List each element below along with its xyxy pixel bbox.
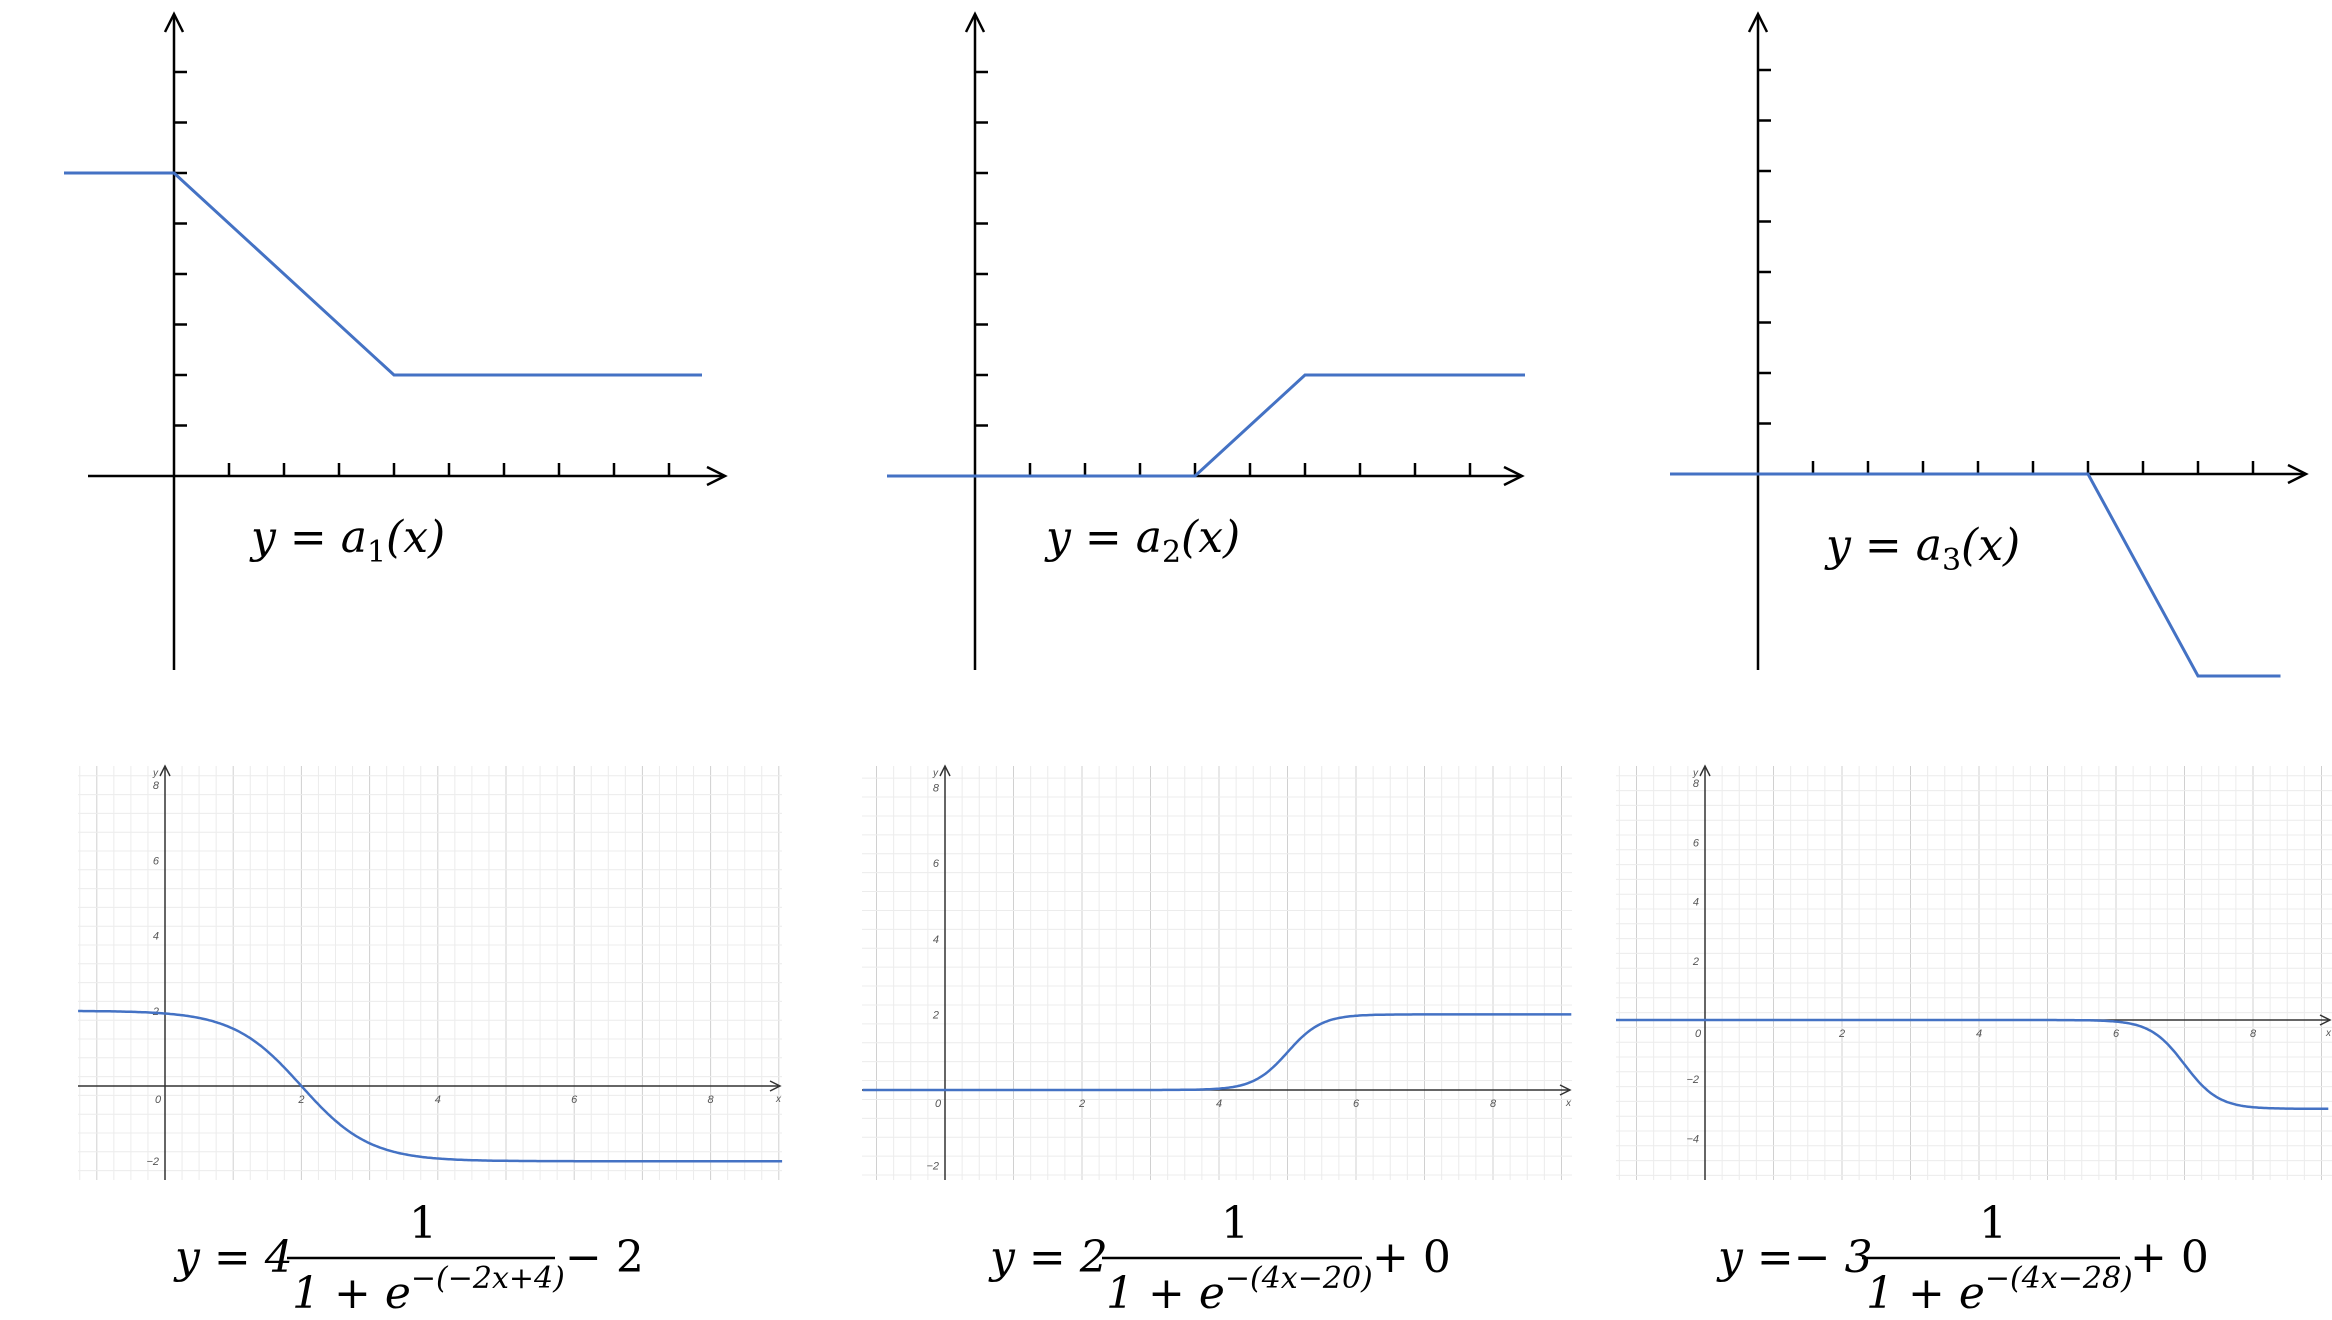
x-tick-label: 4 (1976, 1028, 1982, 1040)
panel-sigmoid-2: y = 2 1 1 + e−(4x−20) + 0 x y 0 2 4 6 8 −2 2 4 6 8 (862, 764, 1572, 1319)
formula-1-prefix: y = 4 (173, 1232, 293, 1283)
x-tick-label: 8 (2250, 1028, 2257, 1040)
x-axis-arrow (2287, 463, 2309, 485)
y-tick-label: −4 (1686, 1133, 1699, 1145)
y-tick-label: 6 (153, 855, 160, 867)
x-tick-label: 6 (2113, 1028, 2120, 1040)
panel-a1: y = a1(x) (64, 11, 728, 670)
panel-a2-caption: y = a2(x) (1044, 512, 1240, 570)
x-axis-arrow (769, 1080, 782, 1092)
formula-2-prefix: y = 2 (988, 1232, 1108, 1283)
y-axis-arrow (1699, 764, 1711, 777)
sigmoid-curve (1616, 1018, 2329, 1111)
series-line (64, 171, 702, 377)
sigmoid-3-formula: y =− 3 1 1 + e−(4x−28) + 0 (1716, 1198, 2209, 1319)
x-axis-label: x (1565, 1098, 1572, 1109)
sigmoid-2-formula: y = 2 1 1 + e−(4x−20) + 0 (988, 1198, 1451, 1319)
x-tick-label: 8 (708, 1094, 715, 1106)
y-tick-label: 6 (933, 858, 940, 870)
y-axis-label: y (152, 768, 159, 779)
y-tick-label: 4 (933, 934, 939, 946)
sigmoid-curve (78, 1009, 783, 1163)
y-axis-arrow (159, 764, 171, 777)
formula-3-prefix: y =− 3 (1716, 1232, 1873, 1283)
x-axis-arrow (1503, 465, 1525, 487)
series-line (1670, 472, 2281, 678)
x-tick-label: 2 (1838, 1028, 1845, 1040)
y-tick-label: 8 (1693, 778, 1700, 790)
panel-a2: y = a2(x) (887, 11, 1525, 670)
formula-2-numerator: 1 (1221, 1198, 1249, 1249)
panel-sigmoid-3: y =− 3 1 1 + e−(4x−28) + 0 x y 0 2 4 6 8 −4 −2 2 4… (1616, 764, 2332, 1319)
y-tick-label: −2 (926, 1161, 939, 1173)
x-tick-label: 6 (1353, 1098, 1360, 1110)
formula-3-numerator: 1 (1979, 1198, 2007, 1249)
formula-1-numerator: 1 (409, 1198, 437, 1249)
x-axis-label: x (2325, 1028, 2332, 1039)
x-tick-label: 2 (1078, 1098, 1085, 1110)
formula-1-suffix: − 2 (565, 1232, 644, 1283)
formula-2-suffix: + 0 (1372, 1232, 1451, 1283)
y-tick-label: 4 (153, 931, 159, 943)
x-tick-label: 4 (435, 1094, 441, 1106)
grid (862, 766, 1572, 1180)
y-tick-label: 8 (153, 780, 160, 792)
formula-3-suffix: + 0 (2130, 1232, 2209, 1283)
x-tick-label: 8 (1490, 1098, 1497, 1110)
x-tick-label: 0 (155, 1094, 162, 1106)
y-tick-label: −2 (1686, 1074, 1699, 1086)
x-axis-arrow (1559, 1084, 1572, 1096)
formula-3-denominator: 1 + e−(4x−28) (1866, 1261, 2133, 1319)
panel-a1-caption: y = a1(x) (249, 512, 445, 570)
formula-1-denominator: 1 + e−(−2x+4) (292, 1261, 565, 1319)
y-axis-arrow (939, 764, 951, 777)
y-axis-arrow (964, 11, 986, 33)
y-tick-label: 8 (933, 783, 940, 795)
x-tick-label: 0 (935, 1098, 942, 1110)
x-tick-label: 0 (1695, 1028, 1702, 1040)
y-tick-label: −2 (146, 1156, 159, 1168)
panel-a3: y = a3(x) (1670, 11, 2309, 678)
series-line (887, 373, 1525, 478)
x-tick-label: 6 (571, 1094, 578, 1106)
y-tick-label: 2 (1692, 956, 1699, 968)
sigmoid-1-formula: y = 4 1 1 + e−(−2x+4) − 2 (173, 1198, 644, 1319)
y-tick-label: 4 (1693, 897, 1699, 909)
panel-a3-caption: y = a3(x) (1824, 520, 2020, 578)
x-tick-label: 4 (1216, 1098, 1222, 1110)
sigmoid-curve (862, 1013, 1572, 1092)
x-axis-label: x (775, 1094, 782, 1105)
y-tick-label: 2 (932, 1009, 939, 1021)
x-axis-arrow (706, 465, 728, 487)
y-tick-label: 6 (1693, 837, 1700, 849)
formula-2-denominator: 1 + e−(4x−20) (1106, 1261, 1373, 1319)
grid (78, 766, 782, 1180)
x-axis-arrow (2319, 1014, 2332, 1026)
y-axis-arrow (1747, 11, 1769, 33)
y-axis-label: y (932, 768, 939, 779)
y-axis-arrow (163, 11, 185, 33)
grid (1616, 766, 2332, 1180)
x-tick-label: 2 (297, 1094, 304, 1106)
y-axis-label: y (1692, 768, 1699, 779)
